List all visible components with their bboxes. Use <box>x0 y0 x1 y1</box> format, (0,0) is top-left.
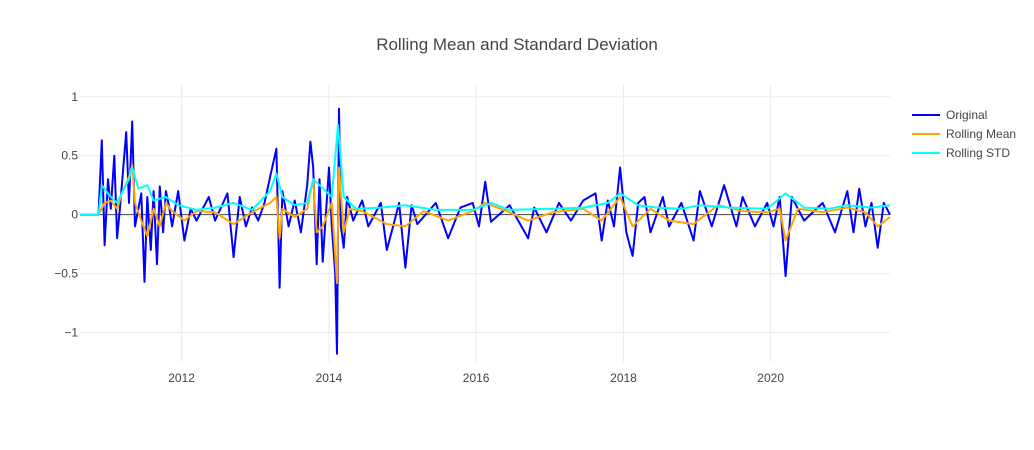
x-tick-label: 2014 <box>316 371 343 385</box>
y-tick-label: −1 <box>64 326 78 340</box>
y-tick-label: −0.5 <box>54 267 78 281</box>
legend-item[interactable]: Original <box>912 108 987 122</box>
axis-layer: 1 0.5 0 −0.5 −1 2012 2014 2016 2018 2020 <box>54 90 784 385</box>
x-tick-label: 2020 <box>757 371 784 385</box>
x-tick-label: 2012 <box>168 371 195 385</box>
series-layer <box>80 107 891 355</box>
grid-layer <box>80 85 890 362</box>
y-tick-label: 1 <box>71 90 78 104</box>
series-line-rolling-std <box>80 124 891 216</box>
legend-label: Rolling Mean <box>946 127 1016 141</box>
legend-label: Rolling STD <box>946 146 1010 160</box>
legend[interactable]: Original Rolling Mean Rolling STD <box>912 108 1016 160</box>
series-line-rolling-mean <box>80 164 891 284</box>
legend-item[interactable]: Rolling Mean <box>912 127 1016 141</box>
x-tick-label: 2018 <box>610 371 637 385</box>
legend-label: Original <box>946 108 987 122</box>
legend-item[interactable]: Rolling STD <box>912 146 1010 160</box>
y-tick-label: 0.5 <box>61 149 78 163</box>
chart-title: Rolling Mean and Standard Deviation <box>376 35 658 54</box>
x-tick-label: 2016 <box>463 371 490 385</box>
y-tick-label: 0 <box>71 208 78 222</box>
